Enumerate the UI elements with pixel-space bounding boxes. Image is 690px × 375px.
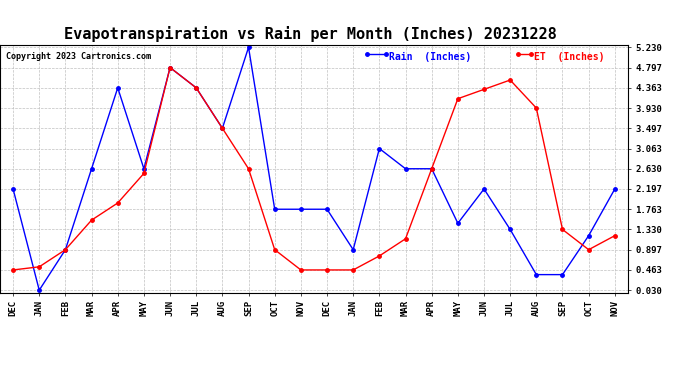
ET  (Inches) [506, 78, 514, 82]
ET  (Inches) [244, 166, 253, 171]
Text: ET  (Inches): ET (Inches) [533, 53, 604, 62]
Rain  (Inches) [480, 187, 488, 191]
Rain  (Inches) [428, 166, 436, 171]
Rain  (Inches) [88, 166, 96, 171]
Rain  (Inches) [454, 221, 462, 225]
Rain  (Inches) [61, 248, 70, 252]
Rain  (Inches) [506, 227, 514, 232]
ET  (Inches) [402, 237, 410, 241]
Rain  (Inches) [270, 207, 279, 212]
ET  (Inches) [140, 171, 148, 176]
Rain  (Inches) [558, 272, 566, 277]
Rain  (Inches) [375, 146, 384, 151]
Rain  (Inches) [244, 45, 253, 50]
ET  (Inches) [584, 248, 593, 252]
ET  (Inches) [35, 265, 43, 269]
ET  (Inches) [297, 268, 305, 272]
Rain  (Inches) [114, 86, 122, 90]
Rain  (Inches) [192, 86, 200, 90]
ET  (Inches) [611, 233, 619, 238]
Rain  (Inches) [584, 233, 593, 238]
ET  (Inches) [218, 126, 226, 130]
ET  (Inches) [61, 248, 70, 252]
ET  (Inches) [9, 268, 17, 272]
Rain  (Inches) [532, 272, 540, 277]
Rain  (Inches) [297, 207, 305, 212]
ET  (Inches) [114, 201, 122, 205]
ET  (Inches) [532, 106, 540, 110]
ET  (Inches) [375, 254, 384, 258]
Rain  (Inches) [140, 166, 148, 171]
Rain  (Inches) [9, 187, 17, 191]
ET  (Inches) [323, 268, 331, 272]
Rain  (Inches) [611, 187, 619, 191]
Rain  (Inches) [166, 65, 174, 70]
Text: Rain  (Inches): Rain (Inches) [389, 53, 471, 63]
ET  (Inches) [88, 218, 96, 222]
Rain  (Inches) [402, 166, 410, 171]
Text: Evapotranspiration vs Rain per Month (Inches) 20231228: Evapotranspiration vs Rain per Month (In… [64, 26, 557, 42]
Rain  (Inches) [349, 248, 357, 252]
ET  (Inches) [428, 166, 436, 171]
ET  (Inches) [480, 87, 488, 92]
ET  (Inches) [270, 248, 279, 252]
ET  (Inches) [558, 227, 566, 232]
Text: Copyright 2023 Cartronics.com: Copyright 2023 Cartronics.com [6, 53, 151, 62]
ET  (Inches) [454, 96, 462, 101]
ET  (Inches) [192, 86, 200, 90]
ET  (Inches) [349, 268, 357, 272]
ET  (Inches) [166, 65, 174, 70]
Rain  (Inches) [218, 126, 226, 130]
Rain  (Inches) [323, 207, 331, 212]
Rain  (Inches) [35, 288, 43, 292]
Line: ET  (Inches): ET (Inches) [11, 66, 617, 272]
Line: Rain  (Inches): Rain (Inches) [11, 46, 617, 292]
